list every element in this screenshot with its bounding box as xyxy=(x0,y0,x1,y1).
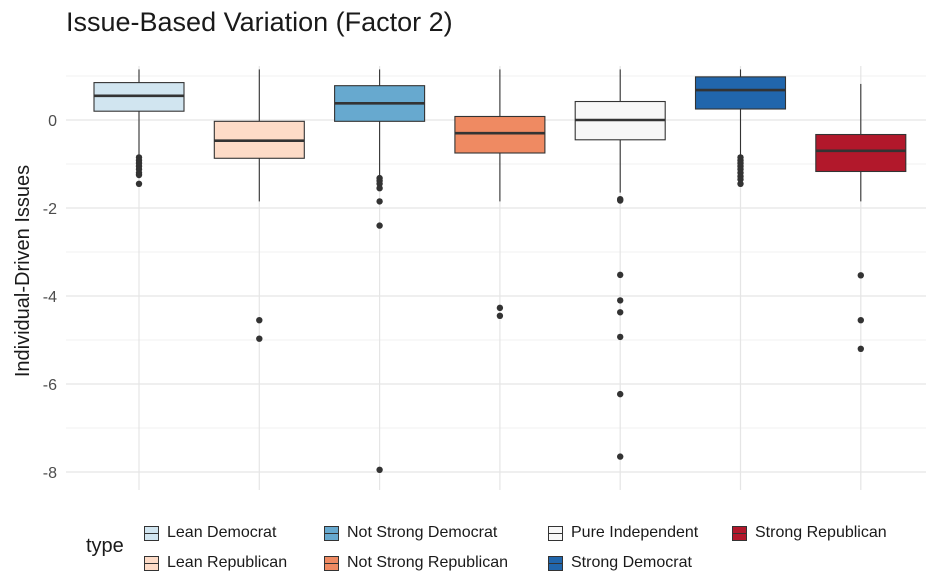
box xyxy=(454,115,546,154)
outlier-point xyxy=(256,317,263,324)
legend-label: Not Strong Republican xyxy=(347,554,508,571)
outlier-point xyxy=(617,390,624,398)
legend-swatch xyxy=(324,555,339,571)
legend-swatch xyxy=(548,525,563,541)
legend-label: Lean Democrat xyxy=(167,524,277,541)
y-axis-title: Individual-Driven Issues xyxy=(12,165,34,377)
outlier-point xyxy=(376,180,383,187)
y-tick-label: -6 xyxy=(43,377,57,394)
outlier-point xyxy=(737,180,744,187)
boxplots xyxy=(93,69,907,473)
boxplot-pure-independent xyxy=(574,69,666,460)
y-axis-ticks: 0 -2 -4 -6 -8 xyxy=(43,113,57,482)
plot-area: 0 -2 -4 -6 -8 Individual-Driven Issues xyxy=(12,66,926,490)
legend-item: Not Strong Democrat xyxy=(324,522,497,544)
legend-item: Pure Independent xyxy=(548,522,698,544)
legend-label: Strong Republican xyxy=(755,524,887,541)
outlier-point xyxy=(135,171,143,179)
outlier-point xyxy=(617,271,624,279)
outlier-point xyxy=(376,198,383,205)
outlier-point xyxy=(496,312,504,319)
legend-swatch xyxy=(144,525,159,541)
outlier-point xyxy=(737,176,744,183)
boxplot-not-strong-republican xyxy=(454,69,546,319)
outlier-point xyxy=(857,317,864,324)
outlier-point xyxy=(376,222,383,229)
boxplot-strong-republican xyxy=(815,83,907,352)
outlier-point xyxy=(496,304,504,312)
legend-item: Strong Republican xyxy=(732,522,887,544)
outlier-point xyxy=(617,197,624,204)
boxplot-lean-democrat xyxy=(93,69,185,187)
outlier-point xyxy=(376,185,383,192)
chart-title: Issue-Based Variation (Factor 2) xyxy=(66,7,453,37)
outlier-point xyxy=(617,309,624,316)
legend-swatch xyxy=(732,525,747,541)
legend-swatch xyxy=(144,555,159,571)
legend-label: Lean Republican xyxy=(167,554,288,571)
outlier-point xyxy=(256,335,263,342)
boxplot-strong-democrat xyxy=(694,69,787,187)
box xyxy=(694,76,787,110)
box xyxy=(815,133,907,173)
outlier-point xyxy=(376,466,383,473)
legend-label: Pure Independent xyxy=(571,524,699,541)
outlier-point xyxy=(617,333,624,341)
outlier-point xyxy=(857,345,864,352)
legend-label: Strong Democrat xyxy=(571,554,692,571)
y-tick-label: -2 xyxy=(43,201,57,218)
legend: type Lean Democrat Lean Republican Not Str… xyxy=(86,518,936,578)
y-tick-label: -4 xyxy=(43,289,57,306)
legend-swatch xyxy=(548,555,563,571)
outlier-point xyxy=(617,453,624,460)
boxplot-lean-republican xyxy=(213,69,305,342)
y-tick-label: -8 xyxy=(43,465,57,482)
legend-item: Strong Democrat xyxy=(548,552,692,574)
y-tick-label: 0 xyxy=(48,113,57,130)
legend-label: Not Strong Democrat xyxy=(347,524,498,541)
outlier-point xyxy=(617,297,624,304)
outlier-point xyxy=(857,272,864,279)
legend-item: Lean Democrat xyxy=(144,522,276,544)
outlier-point xyxy=(135,180,143,187)
legend-swatch xyxy=(324,525,339,541)
legend-item: Not Strong Republican xyxy=(324,552,508,574)
legend-item: Lean Republican xyxy=(144,552,287,574)
legend-title: type xyxy=(86,535,124,557)
boxplot-not-strong-democrat xyxy=(334,69,426,473)
